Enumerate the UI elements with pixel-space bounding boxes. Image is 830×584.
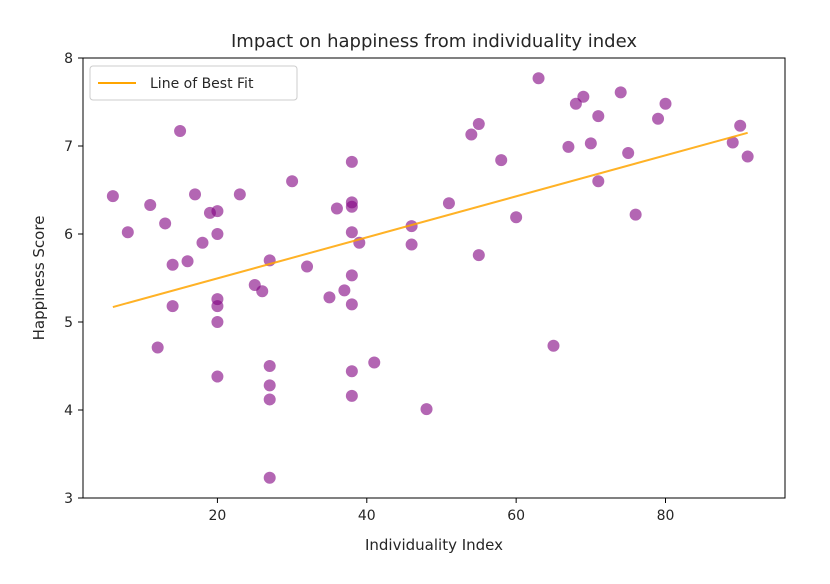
x-tick-label: 80 — [657, 508, 675, 524]
data-point — [263, 471, 276, 484]
data-point — [159, 217, 172, 230]
data-point — [734, 119, 747, 132]
data-point — [465, 128, 478, 141]
data-point — [233, 188, 246, 201]
best-fit-line — [112, 131, 748, 309]
fit-line-layer — [112, 131, 748, 309]
data-point — [629, 208, 642, 221]
data-point — [726, 136, 739, 149]
x-axis-label: Individuality Index — [365, 536, 503, 554]
data-point — [106, 190, 119, 203]
data-point — [345, 389, 358, 402]
data-point — [532, 72, 545, 85]
data-point — [196, 236, 209, 249]
data-point — [211, 300, 224, 313]
data-point — [614, 86, 627, 99]
data-point — [263, 379, 276, 392]
data-point — [472, 249, 485, 262]
data-point — [442, 197, 455, 210]
data-point — [166, 300, 179, 313]
data-point — [166, 258, 179, 271]
y-axis-ticks: 3 4 5 6 7 8 — [64, 51, 83, 507]
data-point — [741, 150, 754, 163]
y-tick-label: 3 — [64, 491, 73, 507]
y-tick-label: 5 — [64, 315, 73, 331]
data-point — [405, 238, 418, 251]
data-point — [569, 97, 582, 110]
data-point — [211, 370, 224, 383]
data-point — [577, 90, 590, 103]
data-point — [368, 356, 381, 369]
data-point — [652, 112, 665, 125]
legend-label: Line of Best Fit — [150, 76, 254, 92]
x-axis-ticks: 20 40 60 80 — [209, 498, 675, 524]
legend: Line of Best Fit — [89, 65, 298, 101]
data-point — [345, 226, 358, 239]
data-point — [592, 110, 605, 123]
x-tick-label: 60 — [507, 508, 525, 524]
data-point — [345, 298, 358, 311]
plot-frame — [82, 57, 786, 499]
data-point — [181, 255, 194, 268]
data-point — [151, 341, 164, 354]
data-point — [174, 125, 187, 138]
data-point — [592, 175, 605, 188]
x-tick-label: 20 — [209, 508, 227, 524]
data-point — [211, 316, 224, 328]
data-point — [256, 285, 269, 298]
data-point — [510, 211, 523, 224]
data-point — [121, 226, 134, 239]
data-point — [144, 198, 157, 211]
chart-title: Impact on happiness from individuality i… — [231, 31, 637, 52]
data-point — [345, 365, 358, 378]
data-point — [420, 403, 433, 416]
data-point — [562, 140, 575, 153]
data-point — [301, 260, 314, 273]
data-point — [286, 175, 299, 188]
data-points — [106, 72, 754, 484]
data-point — [547, 339, 560, 352]
data-point — [659, 97, 672, 110]
data-point — [323, 291, 336, 304]
y-tick-label: 6 — [64, 227, 73, 243]
data-point — [263, 360, 276, 372]
data-point — [622, 147, 635, 160]
data-point — [189, 188, 202, 201]
data-point — [211, 205, 224, 218]
data-point — [472, 118, 485, 130]
y-tick-label: 4 — [64, 403, 73, 419]
y-tick-label: 8 — [64, 51, 73, 67]
data-point — [345, 155, 358, 168]
data-point — [330, 202, 343, 215]
data-point — [584, 137, 597, 150]
data-point — [338, 284, 351, 297]
data-point — [263, 393, 276, 406]
y-axis-label: Happiness Score — [30, 216, 48, 341]
data-point — [495, 154, 508, 167]
data-point — [211, 228, 224, 240]
y-tick-label: 7 — [64, 139, 73, 155]
x-tick-label: 40 — [358, 508, 376, 524]
data-point — [345, 269, 358, 282]
data-point — [345, 200, 358, 213]
legend-box — [89, 65, 298, 101]
